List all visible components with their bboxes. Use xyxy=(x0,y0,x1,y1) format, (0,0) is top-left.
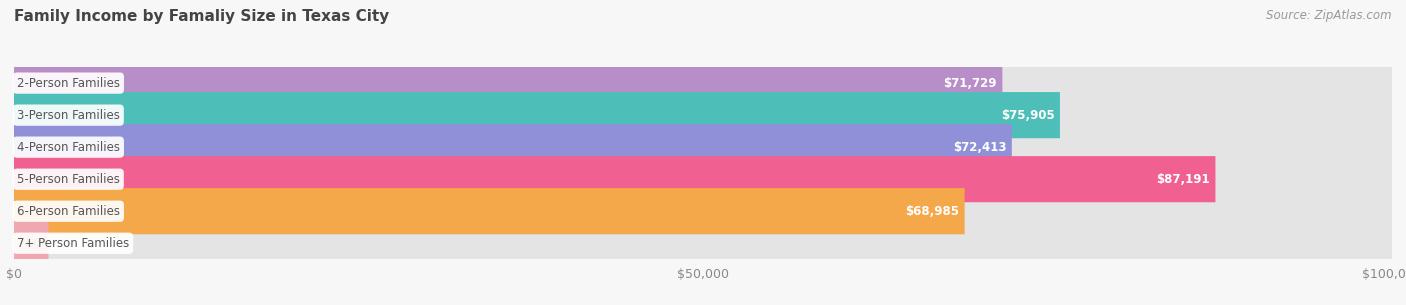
Text: $71,729: $71,729 xyxy=(943,77,997,90)
Text: 4-Person Families: 4-Person Families xyxy=(17,141,120,154)
Text: 6-Person Families: 6-Person Families xyxy=(17,205,120,218)
FancyBboxPatch shape xyxy=(14,188,965,234)
FancyBboxPatch shape xyxy=(14,188,1392,234)
Text: 7+ Person Families: 7+ Person Families xyxy=(17,237,129,250)
FancyBboxPatch shape xyxy=(14,92,1060,138)
FancyBboxPatch shape xyxy=(14,156,1392,202)
FancyBboxPatch shape xyxy=(14,60,1392,106)
FancyBboxPatch shape xyxy=(14,124,1392,170)
Text: $87,191: $87,191 xyxy=(1156,173,1211,186)
FancyBboxPatch shape xyxy=(14,124,1012,170)
Text: $72,413: $72,413 xyxy=(953,141,1007,154)
FancyBboxPatch shape xyxy=(14,92,1392,138)
FancyBboxPatch shape xyxy=(14,60,1002,106)
Text: 5-Person Families: 5-Person Families xyxy=(17,173,120,186)
Text: $0: $0 xyxy=(25,237,41,250)
Text: 2-Person Families: 2-Person Families xyxy=(17,77,120,90)
Text: Source: ZipAtlas.com: Source: ZipAtlas.com xyxy=(1267,9,1392,22)
FancyBboxPatch shape xyxy=(14,156,1215,202)
Text: $68,985: $68,985 xyxy=(905,205,959,218)
Text: Family Income by Famaliy Size in Texas City: Family Income by Famaliy Size in Texas C… xyxy=(14,9,389,24)
FancyBboxPatch shape xyxy=(14,220,1392,266)
Text: $75,905: $75,905 xyxy=(1001,109,1054,122)
FancyBboxPatch shape xyxy=(14,220,48,266)
Text: 3-Person Families: 3-Person Families xyxy=(17,109,120,122)
